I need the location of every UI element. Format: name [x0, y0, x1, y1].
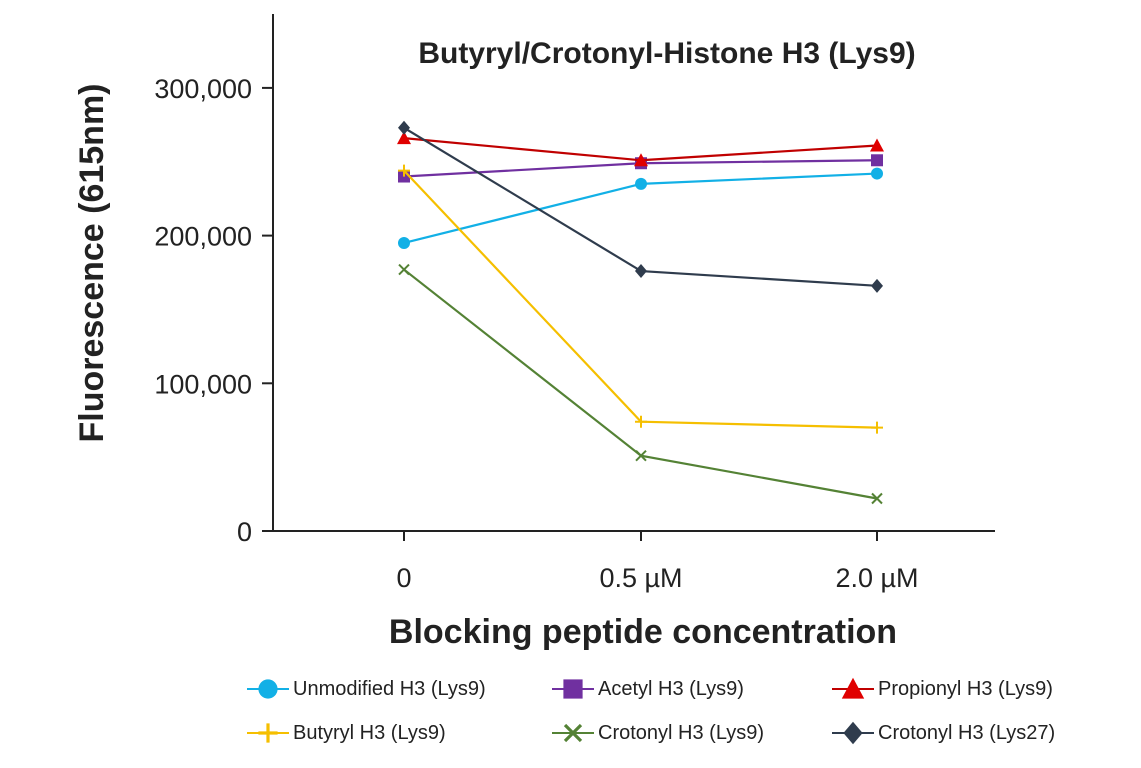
legend-item: Unmodified H3 (Lys9): [245, 674, 550, 704]
data-point-x: [563, 723, 583, 743]
data-point-x: [871, 492, 883, 505]
x-tick-label: 0.5 µM: [599, 563, 682, 593]
legend-plus-icon: [247, 723, 289, 743]
data-point-diamond: [871, 278, 883, 293]
legend-item: Crotonyl H3 (Lys27): [830, 718, 1085, 748]
legend-triangle-icon: [832, 677, 874, 699]
legend-x-icon: [552, 723, 594, 743]
data-point-x: [398, 263, 410, 276]
data-point-triangle: [397, 131, 411, 145]
data-point-circle: [635, 177, 647, 190]
legend: Unmodified H3 (Lys9) Acetyl H3 (Lys9) Prop…: [245, 674, 1085, 748]
data-point-x: [635, 449, 647, 462]
legend-label: Propionyl H3 (Lys9): [878, 677, 1053, 700]
data-point-diamond: [843, 721, 863, 745]
series-crotonyl-h3-lys9-: [398, 263, 883, 505]
data-point-circle: [871, 167, 883, 180]
data-point-plus: [398, 164, 410, 177]
x-tick-label: 0: [396, 563, 411, 593]
chart-title: Butyryl/Crotonyl-Histone H3 (Lys9): [418, 37, 915, 70]
legend-square-icon: [552, 679, 594, 699]
series-line: [403, 169, 878, 429]
data-point-plus: [635, 415, 647, 428]
series-propionyl-h3-lys9-: [397, 131, 884, 167]
series-unmodified-h3-lys9-: [398, 167, 883, 249]
data-point-square: [563, 679, 583, 699]
x-axis-title: Blocking peptide concentration: [389, 613, 897, 651]
data-point-diamond: [398, 120, 410, 135]
data-point-plus: [258, 723, 278, 743]
y-tick-label: 0: [237, 517, 252, 547]
legend-label: Butyryl H3 (Lys9): [293, 721, 446, 744]
series-butyryl-h3-lys9-: [398, 164, 883, 434]
data-point-circle: [398, 236, 410, 249]
series-crotonyl-h3-lys27-: [398, 120, 883, 293]
legend-circle-icon: [247, 679, 289, 699]
y-tick-label: 200,000: [154, 222, 252, 252]
legend-diamond-icon: [832, 721, 874, 745]
legend-item: Crotonyl H3 (Lys9): [550, 718, 830, 748]
y-tick-label: 100,000: [154, 369, 252, 399]
legend-label: Acetyl H3 (Lys9): [598, 677, 744, 700]
data-point-triangle: [841, 677, 865, 699]
x-tick-label: 2.0 µM: [835, 563, 918, 593]
data-point-square: [871, 154, 883, 167]
data-point-diamond: [635, 264, 647, 279]
series-line: [403, 268, 878, 500]
y-tick-label: 300,000: [154, 74, 252, 104]
legend-label: Crotonyl H3 (Lys27): [878, 721, 1056, 744]
legend-item: Butyryl H3 (Lys9): [245, 718, 550, 748]
y-axis-title: Fluorescence (615nm): [73, 83, 111, 442]
data-point-triangle: [870, 138, 884, 152]
legend-label: Unmodified H3 (Lys9): [293, 677, 486, 700]
series-line: [403, 126, 878, 287]
legend-item: Propionyl H3 (Lys9): [830, 674, 1085, 704]
data-point-plus: [871, 421, 883, 434]
legend-item: Acetyl H3 (Lys9): [550, 674, 830, 704]
legend-label: Crotonyl H3 (Lys9): [598, 721, 764, 744]
data-point-circle: [258, 679, 278, 699]
data-point-triangle: [634, 153, 648, 167]
